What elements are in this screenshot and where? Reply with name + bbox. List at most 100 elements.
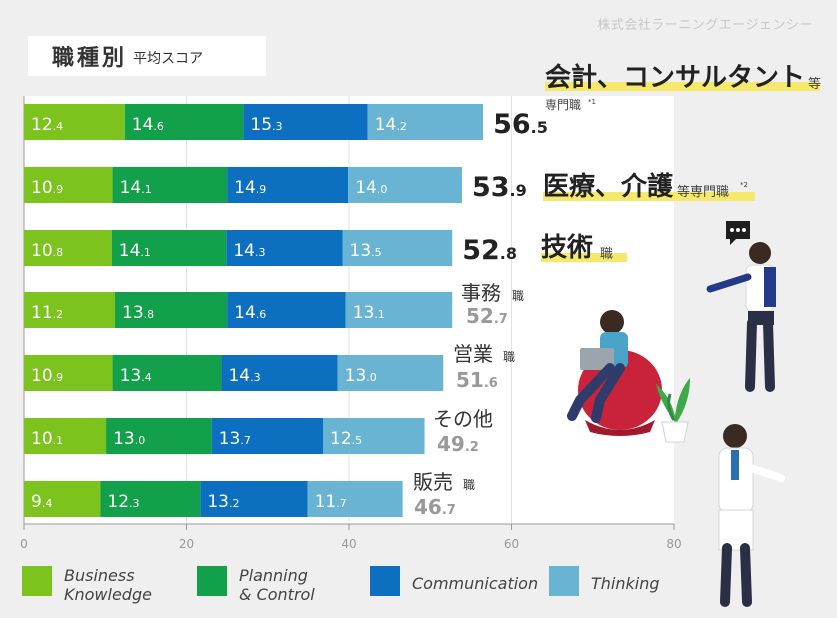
bar-value-label: 14.6 [132, 115, 164, 135]
bar-value-label: 14.3 [228, 366, 260, 386]
total-score-label: 53.9 [472, 172, 527, 203]
bar-segment [345, 292, 453, 328]
total-score-label: 52.8 [462, 235, 517, 266]
category-suffix: 職 [503, 350, 515, 364]
bar-segment [115, 292, 228, 328]
bar-segment [100, 481, 201, 517]
category-label: 会計、コンサルタント [545, 62, 805, 93]
category-note: 専門職 [545, 98, 581, 112]
total-score-label: 52.7 [466, 304, 508, 328]
bar-segment [24, 230, 112, 266]
bar-segment [24, 418, 107, 454]
bar-segment [342, 230, 453, 266]
legend-swatch [22, 566, 52, 596]
category-label: 技術 [541, 233, 593, 263]
x-tick-label: 80 [666, 537, 681, 551]
category-label: 販売 [413, 470, 453, 494]
highlight-marker [543, 192, 755, 201]
legend-swatch [197, 566, 227, 596]
person-on-beanbag-illustration [567, 310, 662, 436]
bar-segment [226, 230, 343, 266]
bar-value-label: 13.5 [350, 241, 382, 261]
bar-value-label: 13.4 [120, 366, 152, 386]
chart-subtitle: 平均スコア [133, 51, 204, 67]
legend-item: Thinking [549, 566, 660, 596]
bar-segment [112, 167, 228, 203]
bar-segment [24, 167, 113, 203]
bar-segment [221, 355, 338, 391]
bar-value-label: 13.2 [207, 492, 239, 512]
chart-title: 職種別 [52, 46, 128, 71]
legend-swatch [370, 566, 400, 596]
category-suffix: 職 [600, 247, 613, 262]
bar-value-label: 13.0 [345, 366, 377, 386]
bar-segment [111, 230, 227, 266]
legend-label: Business Knowledge [64, 566, 152, 604]
bar-value-label: 14.9 [234, 178, 266, 198]
category-suffix: 等 [808, 76, 821, 92]
bar-value-label: 10.9 [31, 178, 63, 198]
bar-value-label: 10.9 [31, 366, 63, 386]
highlight-marker [541, 253, 627, 262]
legend-swatch [549, 566, 579, 596]
category-label: その他 [433, 407, 493, 431]
legend-label: Thinking [591, 574, 660, 593]
bar-segment [24, 355, 113, 391]
legend-item: Communication [370, 566, 538, 596]
bar-value-label: 11.2 [31, 303, 63, 323]
bar-value-label: 9.4 [31, 492, 52, 512]
legend-label: Communication [412, 574, 539, 593]
bar-value-label: 13.0 [113, 429, 145, 449]
total-score-label: 46.7 [414, 495, 456, 519]
bar-value-label: 12.3 [107, 492, 139, 512]
company-watermark: 株式会社ラーニングエージェンシー [597, 18, 813, 33]
legend-label: Planning & Control [239, 566, 315, 604]
bar-value-label: 14.0 [355, 178, 387, 198]
bar-value-label: 14.2 [375, 115, 407, 135]
x-tick-label: 60 [504, 537, 519, 551]
bar-value-label: 13.7 [219, 429, 251, 449]
category-suffix: 職 [463, 478, 475, 492]
bar-value-label: 10.1 [31, 429, 63, 449]
footnote-mark: *2 [740, 181, 748, 189]
bar-value-label: 12.4 [31, 115, 63, 135]
bar-segment [348, 167, 462, 203]
plant-illustration [656, 378, 690, 443]
bar-value-label: 10.8 [31, 241, 63, 261]
bar-segment [124, 104, 244, 140]
bar-segment [367, 104, 484, 140]
bar-segment [307, 481, 403, 517]
bar-segment [112, 355, 222, 391]
bar-segment [24, 104, 125, 140]
category-label: 医療、介護 [543, 171, 674, 202]
doctor-illustration [718, 424, 785, 607]
bar-value-label: 14.3 [233, 241, 265, 261]
bar-segment [211, 418, 323, 454]
bar-segment [243, 104, 368, 140]
bar-segment [24, 292, 115, 328]
category-label: 事務 [461, 281, 501, 305]
bar-segment [337, 355, 444, 391]
total-score-label: 51.6 [456, 368, 498, 392]
bar-segment [106, 418, 212, 454]
bar-segment [24, 481, 101, 517]
bar-value-label: 15.3 [250, 115, 282, 135]
x-tick-label: 40 [341, 537, 356, 551]
bar-segment [227, 292, 346, 328]
x-tick-label: 0 [20, 537, 28, 551]
bar-value-label: 13.8 [122, 303, 154, 323]
category-label: 営業 [453, 342, 493, 366]
total-score-label: 49.2 [437, 432, 479, 456]
chart-legend: Business Knowledge Planning & Control Comm… [22, 566, 702, 610]
category-suffix: 等専門職 [677, 184, 729, 200]
bar-value-label: 14.6 [234, 303, 266, 323]
bar-value-label: 14.1 [119, 241, 151, 261]
bar-segment [323, 418, 425, 454]
bar-value-label: 13.1 [353, 303, 385, 323]
total-score-label: 56.5 [493, 109, 548, 140]
bar-segment [227, 167, 349, 203]
bar-segment [200, 481, 308, 517]
bar-value-label: 11.7 [315, 492, 347, 512]
bar-value-label: 14.1 [120, 178, 152, 198]
